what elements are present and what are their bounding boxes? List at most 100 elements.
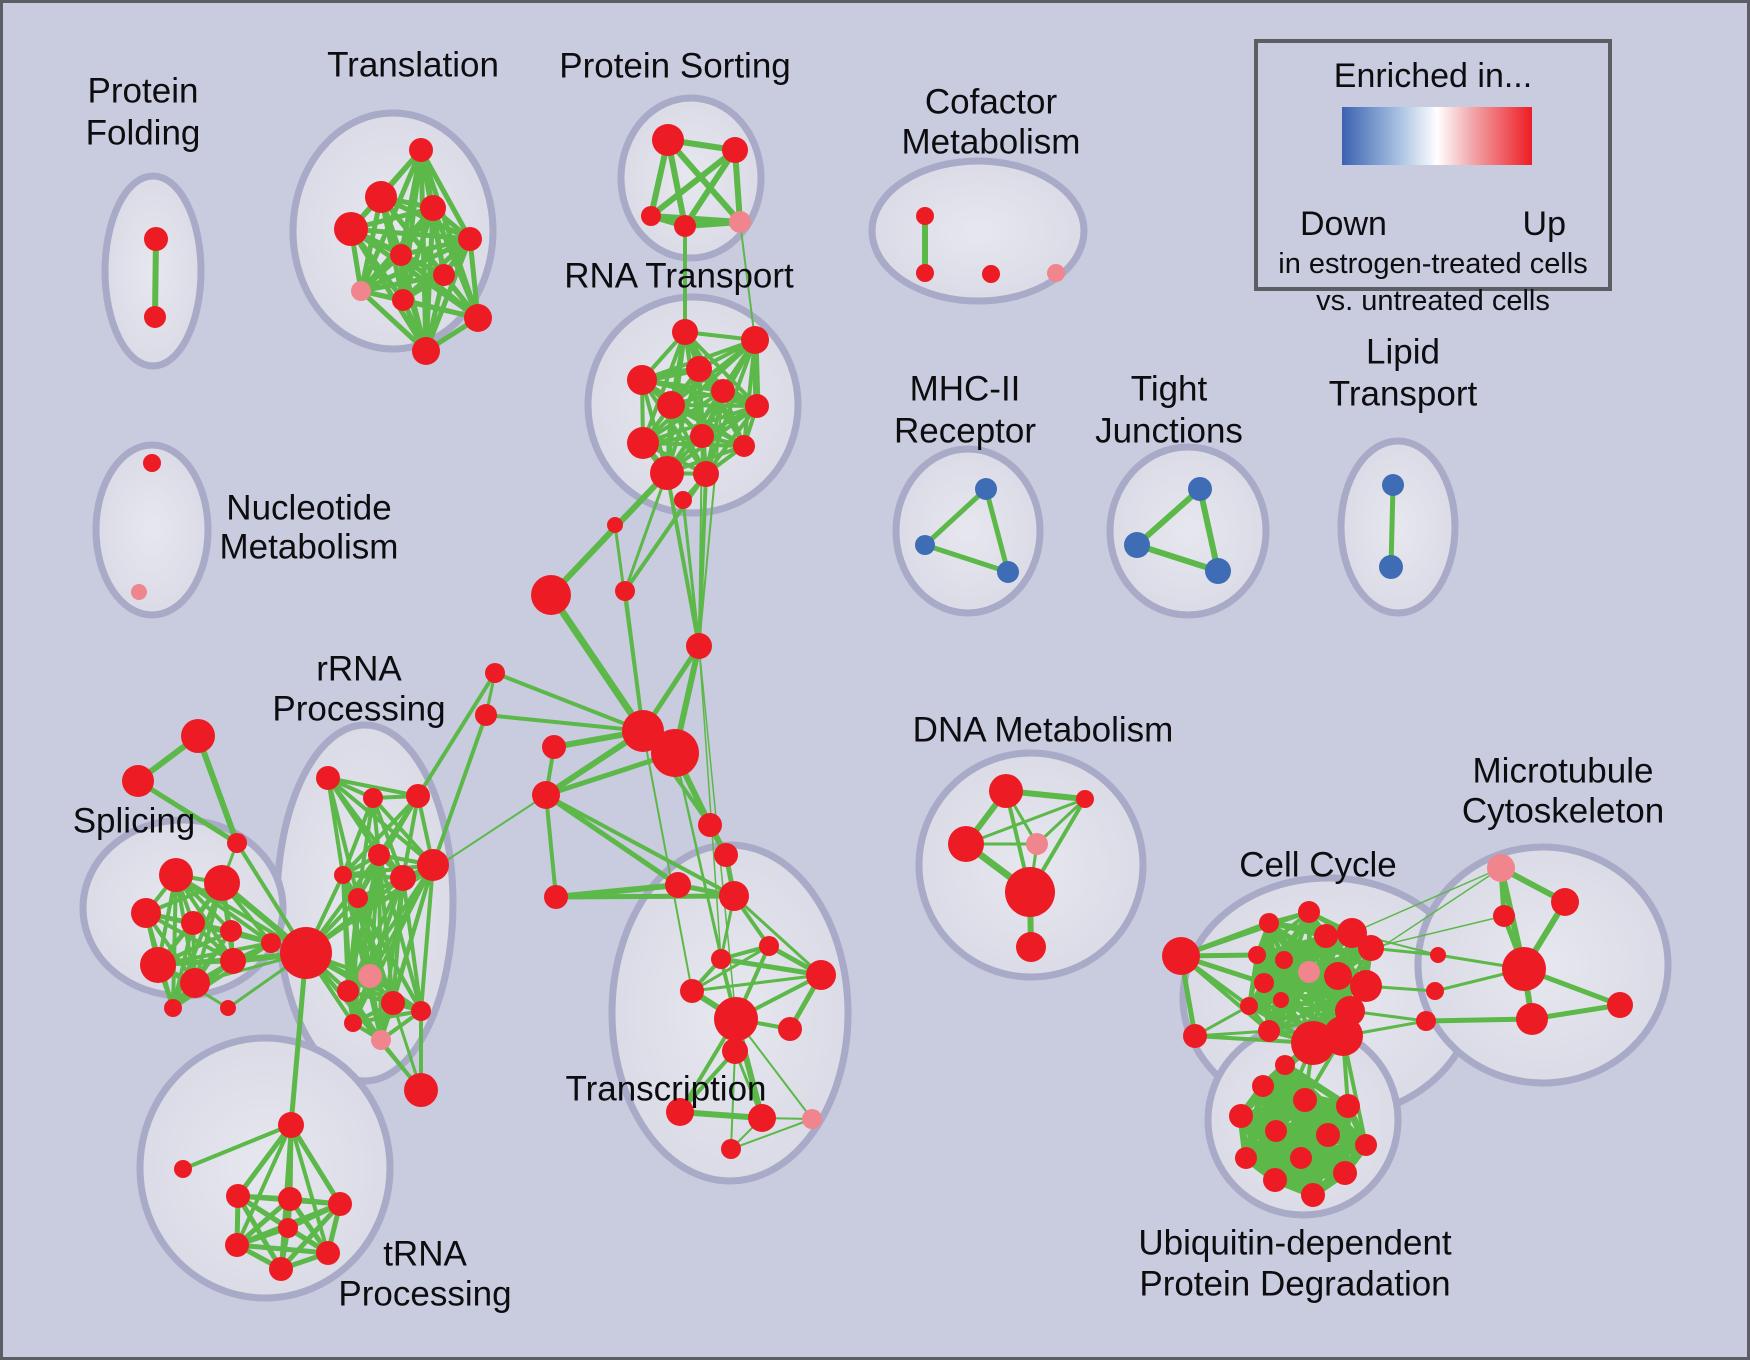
cluster-ellipse-lipid-transport bbox=[1337, 437, 1459, 617]
network-node bbox=[1076, 790, 1094, 808]
network-node bbox=[122, 765, 154, 797]
network-node bbox=[975, 478, 997, 500]
network-edge bbox=[669, 403, 759, 408]
network-node bbox=[1162, 937, 1200, 975]
network-edge bbox=[964, 797, 1087, 846]
network-node bbox=[698, 813, 722, 837]
network-node bbox=[1516, 1003, 1548, 1035]
network-node bbox=[337, 980, 359, 1002]
cluster-label-dna-metabolism: DNA Metabolism bbox=[913, 711, 1174, 750]
network-node bbox=[748, 1104, 776, 1132]
cluster-label-microtubule-cytoskeleton: Cytoskeleton bbox=[1462, 792, 1664, 831]
network-node bbox=[174, 1160, 192, 1178]
network-node bbox=[334, 212, 368, 246]
network-edge bbox=[640, 378, 708, 476]
network-edge bbox=[356, 896, 423, 1013]
network-node bbox=[806, 960, 836, 990]
network-node bbox=[615, 581, 635, 601]
network-node bbox=[381, 991, 405, 1015]
network-node bbox=[532, 781, 560, 809]
network-node bbox=[220, 948, 246, 974]
cluster-label-cell-cycle: Cell Cycle bbox=[1239, 846, 1397, 885]
network-node bbox=[1607, 992, 1633, 1018]
network-node bbox=[1258, 1020, 1280, 1042]
network-edge bbox=[732, 894, 823, 977]
network-node bbox=[759, 936, 779, 956]
network-node bbox=[916, 264, 934, 282]
network-node bbox=[143, 454, 161, 472]
network-edge bbox=[326, 776, 360, 900]
network-edge bbox=[431, 713, 488, 867]
network-edge bbox=[922, 542, 1011, 575]
network-edge bbox=[681, 498, 701, 648]
network-node bbox=[665, 872, 691, 898]
network-edge bbox=[641, 330, 687, 445]
network-node bbox=[1337, 918, 1367, 948]
network-edge bbox=[544, 793, 736, 898]
network-edge bbox=[493, 671, 645, 733]
network-node bbox=[651, 729, 699, 777]
cluster-label-ubiquitin-degradation: Protein Degradation bbox=[1139, 1265, 1450, 1304]
network-node bbox=[721, 1139, 741, 1159]
network-node bbox=[131, 898, 161, 928]
network-node bbox=[680, 979, 704, 1003]
network-node bbox=[1183, 1024, 1207, 1048]
network-edge bbox=[348, 226, 429, 354]
cluster-label-ubiquitin-degradation: Ubiquitin-dependent bbox=[1138, 1224, 1452, 1263]
network-node bbox=[916, 207, 934, 225]
network-node bbox=[406, 784, 430, 808]
network-node bbox=[204, 865, 240, 901]
network-edge bbox=[181, 1123, 293, 1171]
cluster-label-rna-transport: RNA Transport bbox=[564, 257, 794, 296]
network-node bbox=[674, 491, 692, 509]
network-node bbox=[1293, 1088, 1317, 1112]
network-node bbox=[1416, 1011, 1436, 1031]
network-node bbox=[1254, 973, 1274, 993]
cluster-label-splicing: Splicing bbox=[73, 802, 196, 841]
network-node bbox=[278, 1187, 302, 1211]
network-node bbox=[1336, 1094, 1360, 1118]
network-edge bbox=[401, 794, 420, 880]
legend: Enriched in... Down Up in estrogen-treat… bbox=[1254, 39, 1612, 317]
network-node bbox=[144, 306, 166, 328]
network-node bbox=[464, 304, 492, 332]
network-edge bbox=[418, 147, 473, 242]
network-node bbox=[412, 337, 440, 365]
network-node bbox=[1316, 1123, 1340, 1147]
network-edge bbox=[690, 944, 771, 993]
network-node bbox=[1263, 1168, 1287, 1192]
network-node bbox=[1324, 962, 1352, 990]
network-node bbox=[358, 964, 382, 988]
network-edge bbox=[1370, 915, 1505, 949]
network-node bbox=[652, 124, 684, 156]
network-node bbox=[1275, 1055, 1295, 1075]
network-node bbox=[328, 1192, 352, 1216]
network-node bbox=[714, 997, 758, 1041]
network-node bbox=[409, 138, 433, 162]
network-node bbox=[475, 704, 497, 726]
network-node bbox=[607, 517, 623, 533]
network-node bbox=[802, 1109, 822, 1129]
network-node bbox=[1205, 558, 1231, 584]
cluster-label-protein-folding: Folding bbox=[86, 114, 201, 153]
network-edge bbox=[730, 1050, 736, 1150]
network-node bbox=[227, 833, 247, 853]
network-node bbox=[348, 888, 368, 908]
network-edge bbox=[152, 236, 159, 320]
network-edge bbox=[1179, 954, 1271, 1033]
network-node bbox=[411, 1001, 431, 1021]
network-edge bbox=[1197, 486, 1221, 574]
network-node bbox=[1551, 888, 1579, 916]
network-node bbox=[363, 788, 383, 808]
legend-up-label: Up bbox=[1522, 205, 1566, 243]
network-node bbox=[1124, 532, 1150, 558]
network-node bbox=[729, 211, 751, 233]
network-edge bbox=[682, 147, 738, 229]
network-node bbox=[1314, 924, 1338, 948]
network-node bbox=[261, 933, 281, 953]
network-node bbox=[542, 735, 566, 759]
network-node bbox=[1016, 932, 1046, 962]
cluster-label-lipid-transport: Lipid bbox=[1366, 333, 1440, 372]
